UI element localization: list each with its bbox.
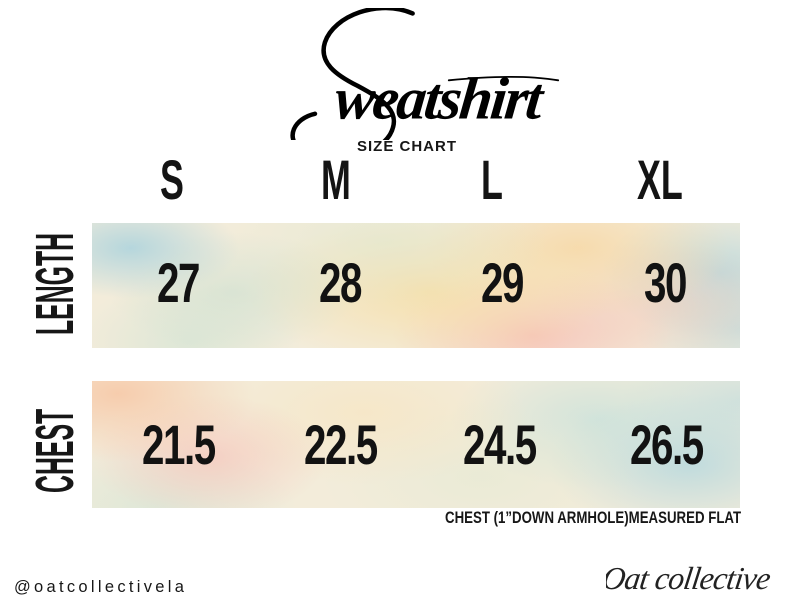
svg-text:Oat collective: Oat collective: [606, 560, 773, 596]
svg-text:weatshirt: weatshirt: [332, 65, 549, 131]
